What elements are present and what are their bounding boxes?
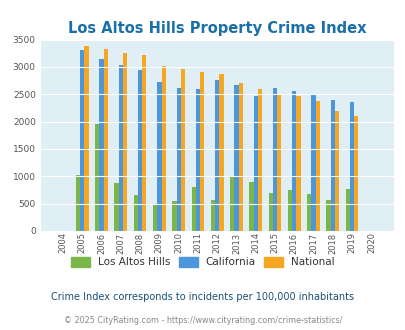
Bar [133,195,138,231]
Bar [80,50,84,231]
Bar [210,200,215,231]
Bar [238,83,242,231]
Text: © 2025 CityRating.com - https://www.cityrating.com/crime-statistics/: © 2025 CityRating.com - https://www.city… [64,315,341,325]
Bar [161,66,165,231]
Bar [345,189,349,231]
Bar [84,46,88,231]
Bar [287,190,292,231]
Bar [176,88,180,231]
Bar [292,91,296,231]
Bar [95,124,99,231]
Bar [249,182,253,231]
Bar [253,96,257,231]
Bar [103,49,108,231]
Bar [157,82,161,231]
Bar [118,65,123,231]
Bar [334,111,339,231]
Bar [142,55,146,231]
Bar [191,187,195,231]
Bar [99,59,103,231]
Bar [114,183,118,231]
Bar [200,72,204,231]
Bar [354,115,358,231]
Bar [268,193,272,231]
Bar [123,53,127,231]
Bar [307,194,311,231]
Title: Los Altos Hills Property Crime Index: Los Altos Hills Property Crime Index [68,21,366,36]
Bar [215,80,219,231]
Bar [219,74,223,231]
Bar [76,175,80,231]
Bar [234,85,238,231]
Bar [330,100,334,231]
Bar [272,88,277,231]
Bar [180,69,185,231]
Bar [326,200,330,231]
Bar [153,205,157,231]
Legend: Los Altos Hills, California, National: Los Altos Hills, California, National [71,256,334,267]
Bar [195,89,200,231]
Text: Crime Index corresponds to incidents per 100,000 inhabitants: Crime Index corresponds to incidents per… [51,292,354,302]
Bar [138,70,142,231]
Bar [230,176,234,231]
Bar [257,89,262,231]
Bar [172,202,176,231]
Bar [277,95,281,231]
Bar [296,96,300,231]
Bar [311,95,315,231]
Bar [315,101,319,231]
Bar [349,102,354,231]
